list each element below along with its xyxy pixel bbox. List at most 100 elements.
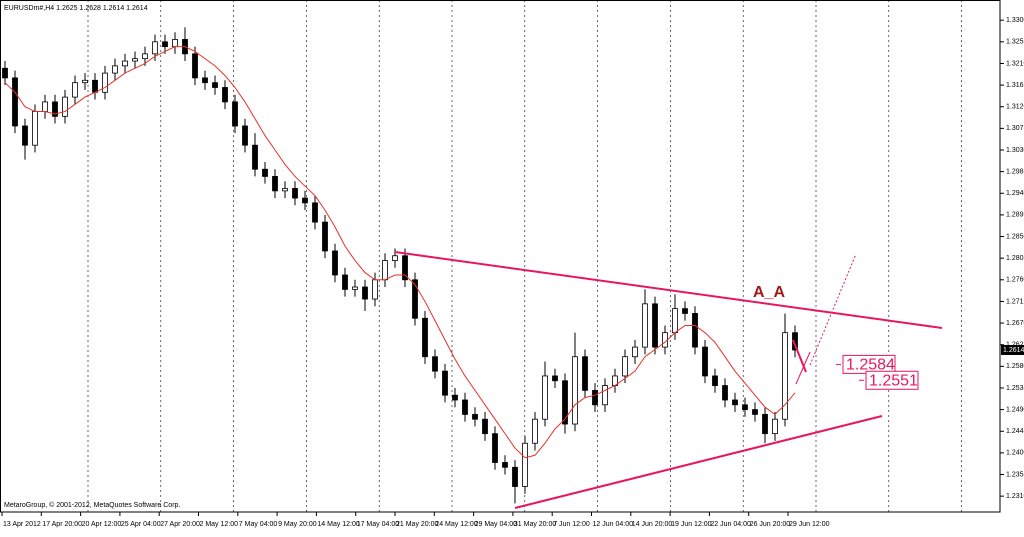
y-tick-label: 1.2850 <box>1006 233 1024 240</box>
candle-body <box>172 39 178 48</box>
candle-body <box>392 255 398 261</box>
candle-body <box>672 308 678 334</box>
x-tick-label: 7 May 04:00 <box>239 521 278 528</box>
x-tick-label: 27 Apr 20:00 <box>160 521 200 528</box>
candle-body <box>482 418 488 435</box>
candle-body <box>462 399 468 415</box>
candle-body <box>212 82 218 88</box>
x-tick-label: 25 Apr 04:00 <box>121 521 161 528</box>
x-tick-label: 14 Jun 20:00 <box>632 521 673 528</box>
y-tick-label: 1.2895 <box>1006 212 1024 219</box>
candle-body <box>372 279 378 300</box>
y-tick-label: 1.2670 <box>1006 320 1024 327</box>
x-tick-label: 22 Jun 04:00 <box>710 521 751 528</box>
x-tick-label: 12 Jun 04:00 <box>593 521 634 528</box>
chart-title: EURUSDm#,H4 1.2625 1.2628 1.2614 1.2614 <box>4 5 148 12</box>
candle-body <box>312 202 318 223</box>
candle-body <box>522 442 528 487</box>
candle-body <box>192 53 198 79</box>
candle-body <box>332 250 338 276</box>
candle-body <box>582 356 588 391</box>
candle-body <box>322 221 328 252</box>
candle-body <box>52 101 58 117</box>
x-tick-label: 17 May 04:00 <box>357 521 400 528</box>
y-tick-label: 1.3030 <box>1006 147 1024 154</box>
x-tick-label: 29 Jun 12:00 <box>789 521 830 528</box>
y-tick-label: 1.2940 <box>1006 190 1024 197</box>
x-tick-label: 7 Jun 12:00 <box>553 521 590 528</box>
candle-body <box>592 389 598 406</box>
candle-body <box>272 176 278 192</box>
candle-body <box>232 101 238 127</box>
candle-body <box>532 418 538 444</box>
price-label: 1.2551 <box>869 372 918 389</box>
candle-body <box>42 101 48 112</box>
x-tick-label: 17 Apr 20:00 <box>42 521 82 528</box>
candle-body <box>642 303 648 348</box>
candle-body <box>502 462 508 468</box>
candle-body <box>682 308 688 314</box>
candle-body <box>622 356 628 377</box>
candle-body <box>282 188 288 192</box>
candle-body <box>222 87 228 103</box>
y-tick-label: 1.2490 <box>1006 406 1024 413</box>
moving-average <box>4 46 796 459</box>
x-tick-label: 21 May 20:00 <box>396 521 439 528</box>
y-tick-label: 1.3255 <box>1006 39 1024 46</box>
candle-body <box>722 385 728 401</box>
candle-body <box>472 414 478 420</box>
y-tick-label: 1.2400 <box>1006 450 1024 457</box>
candle-body <box>772 418 778 435</box>
candle-body <box>652 303 658 348</box>
candle-body <box>112 65 118 74</box>
x-tick-label: 13 Apr 2012 <box>3 521 41 528</box>
candle-body <box>732 399 738 406</box>
candle-body <box>712 375 718 386</box>
candle-body <box>452 394 458 401</box>
y-tick-label: 1.3300 <box>1006 17 1024 24</box>
candle-body <box>32 111 38 146</box>
candle-body <box>572 356 578 425</box>
candle-body <box>92 79 98 93</box>
plot-frame <box>0 0 1001 513</box>
candle-body <box>562 380 568 425</box>
y-tick-label: 1.3075 <box>1006 125 1024 132</box>
candle-body <box>602 385 608 406</box>
candle-body <box>122 60 128 67</box>
x-tick-label: 31 May 20:00 <box>514 521 557 528</box>
candle-body <box>492 433 498 463</box>
y-tick-label: 1.3210 <box>1006 60 1024 67</box>
y-tick-label: 1.2535 <box>1006 385 1024 392</box>
candle-body <box>62 96 68 117</box>
candle-body <box>362 286 368 300</box>
x-tick-label: 24 May 12:00 <box>435 521 478 528</box>
candle-body <box>412 279 418 319</box>
candle-body <box>72 82 78 98</box>
candle-body <box>82 79 88 84</box>
x-tick-label: 2 May 12:00 <box>200 521 239 528</box>
x-tick-label: 19 Jun 12:00 <box>671 521 712 528</box>
candle-body <box>342 274 348 290</box>
candle-body <box>692 313 698 348</box>
candle-body <box>262 168 268 177</box>
price-label-box <box>865 370 919 390</box>
price-label: 1.2584 <box>846 357 895 374</box>
plot-layer <box>2 27 798 504</box>
y-tick-label: 1.2760 <box>1006 277 1024 284</box>
upper-trendline <box>394 251 943 329</box>
candle-body <box>432 356 438 372</box>
y-tick-label: 1.2985 <box>1006 168 1024 175</box>
candle-body <box>102 72 108 93</box>
x-tick-label: 29 May 04:00 <box>475 521 518 528</box>
candle-body <box>152 41 158 55</box>
candle-body <box>742 404 748 410</box>
copyright: MetaroGroup, © 2001-2012, MetaQuotes Sof… <box>4 501 180 509</box>
y-tick-label: 1.2445 <box>1006 428 1024 435</box>
candle-body <box>762 414 768 435</box>
candle-body <box>382 260 388 281</box>
candle-body <box>422 317 428 358</box>
current-price-box <box>1001 344 1024 355</box>
y-tick-label: 1.2355 <box>1006 471 1024 478</box>
y-tick-label: 1.2805 <box>1006 255 1024 262</box>
